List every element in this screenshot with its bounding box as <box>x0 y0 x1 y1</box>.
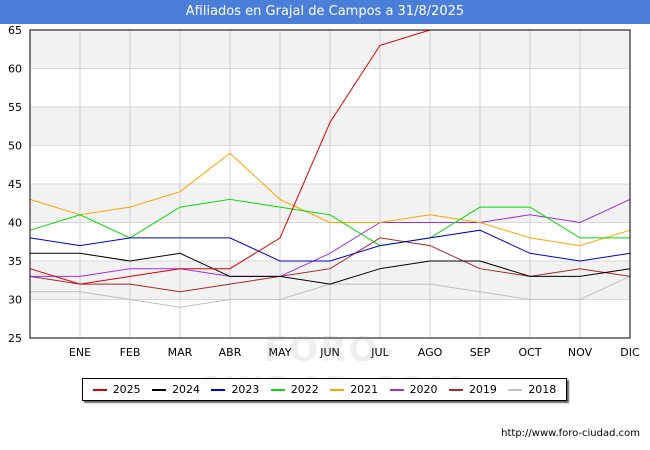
legend-swatch <box>92 388 107 391</box>
x-axis-ticks: ENE FEB MAR ABR MAY JUN JUL AGO SEP OCT NOV DIC <box>69 346 640 359</box>
chart-title: Afiliados en Grajal de Campos a 31/8/202… <box>0 0 650 24</box>
legend-swatch <box>508 388 523 391</box>
legend-swatch <box>270 388 285 391</box>
series-line-2024 <box>30 252 631 285</box>
x-tick-label: DIC <box>620 346 640 359</box>
x-tick-label: ENE <box>69 346 91 359</box>
legend-swatch <box>448 388 463 391</box>
legend-item-2025: 2025 <box>92 383 141 396</box>
legend-swatch <box>330 388 345 391</box>
legend-item-2023: 2023 <box>211 383 259 396</box>
legend-item-2024: 2024 <box>152 383 200 396</box>
y-axis-ticks: 25 30 35 40 45 50 55 60 65 <box>8 24 22 345</box>
series-line-2025 <box>29 29 431 285</box>
legend-item-2020: 2020 <box>389 383 438 396</box>
legend-item-2021: 2021 <box>330 383 378 396</box>
legend-swatch <box>211 388 226 391</box>
y-tick-label: 40 <box>8 217 22 230</box>
series-line-2023 <box>29 229 631 262</box>
legend-label: 2022 <box>290 383 319 396</box>
legend-item-2019: 2019 <box>448 383 497 396</box>
legend-label: 2018 <box>528 383 557 396</box>
y-tick-label: 50 <box>8 140 22 153</box>
y-tick-label: 25 <box>8 332 22 345</box>
x-tick-label: OCT <box>518 346 541 359</box>
y-tick-label: 60 <box>8 63 22 76</box>
y-tick-label: 35 <box>8 255 22 268</box>
x-tick-label: MAR <box>168 346 193 359</box>
legend-label: 2025 <box>112 383 141 396</box>
legend-item-2022: 2022 <box>270 383 319 396</box>
x-tick-label: SEP <box>470 346 491 359</box>
legend: 2025 2024 2023 2022 2021 2020 2019 2018 <box>82 378 567 401</box>
x-tick-label: FEB <box>120 346 141 359</box>
x-tick-label: NOV <box>568 346 593 359</box>
plot-frame <box>29 29 631 339</box>
source-link[interactable]: http://www.foro-ciudad.com <box>501 428 640 439</box>
legend-label: 2020 <box>409 383 438 396</box>
y-tick-label: 55 <box>8 101 22 114</box>
y-tick-label: 65 <box>8 24 22 37</box>
x-tick-label: JUL <box>370 346 389 359</box>
x-tick-label: ABR <box>219 346 242 359</box>
x-tick-label: MAY <box>269 346 292 359</box>
x-tick-label: AGO <box>418 346 443 359</box>
legend-label: 2019 <box>468 383 497 396</box>
data-series <box>29 29 631 308</box>
x-tick-label: JUN <box>319 346 340 359</box>
y-tick-label: 30 <box>8 294 22 307</box>
legend-label: 2024 <box>172 383 201 396</box>
legend-item-2018: 2018 <box>508 383 556 396</box>
y-tick-label: 45 <box>8 178 22 191</box>
legend-swatch <box>152 388 167 391</box>
series-line-2020 <box>30 198 631 277</box>
legend-swatch <box>389 388 404 391</box>
series-line-2021 <box>29 152 631 247</box>
legend-label: 2023 <box>231 383 260 396</box>
legend-label: 2021 <box>350 383 379 396</box>
